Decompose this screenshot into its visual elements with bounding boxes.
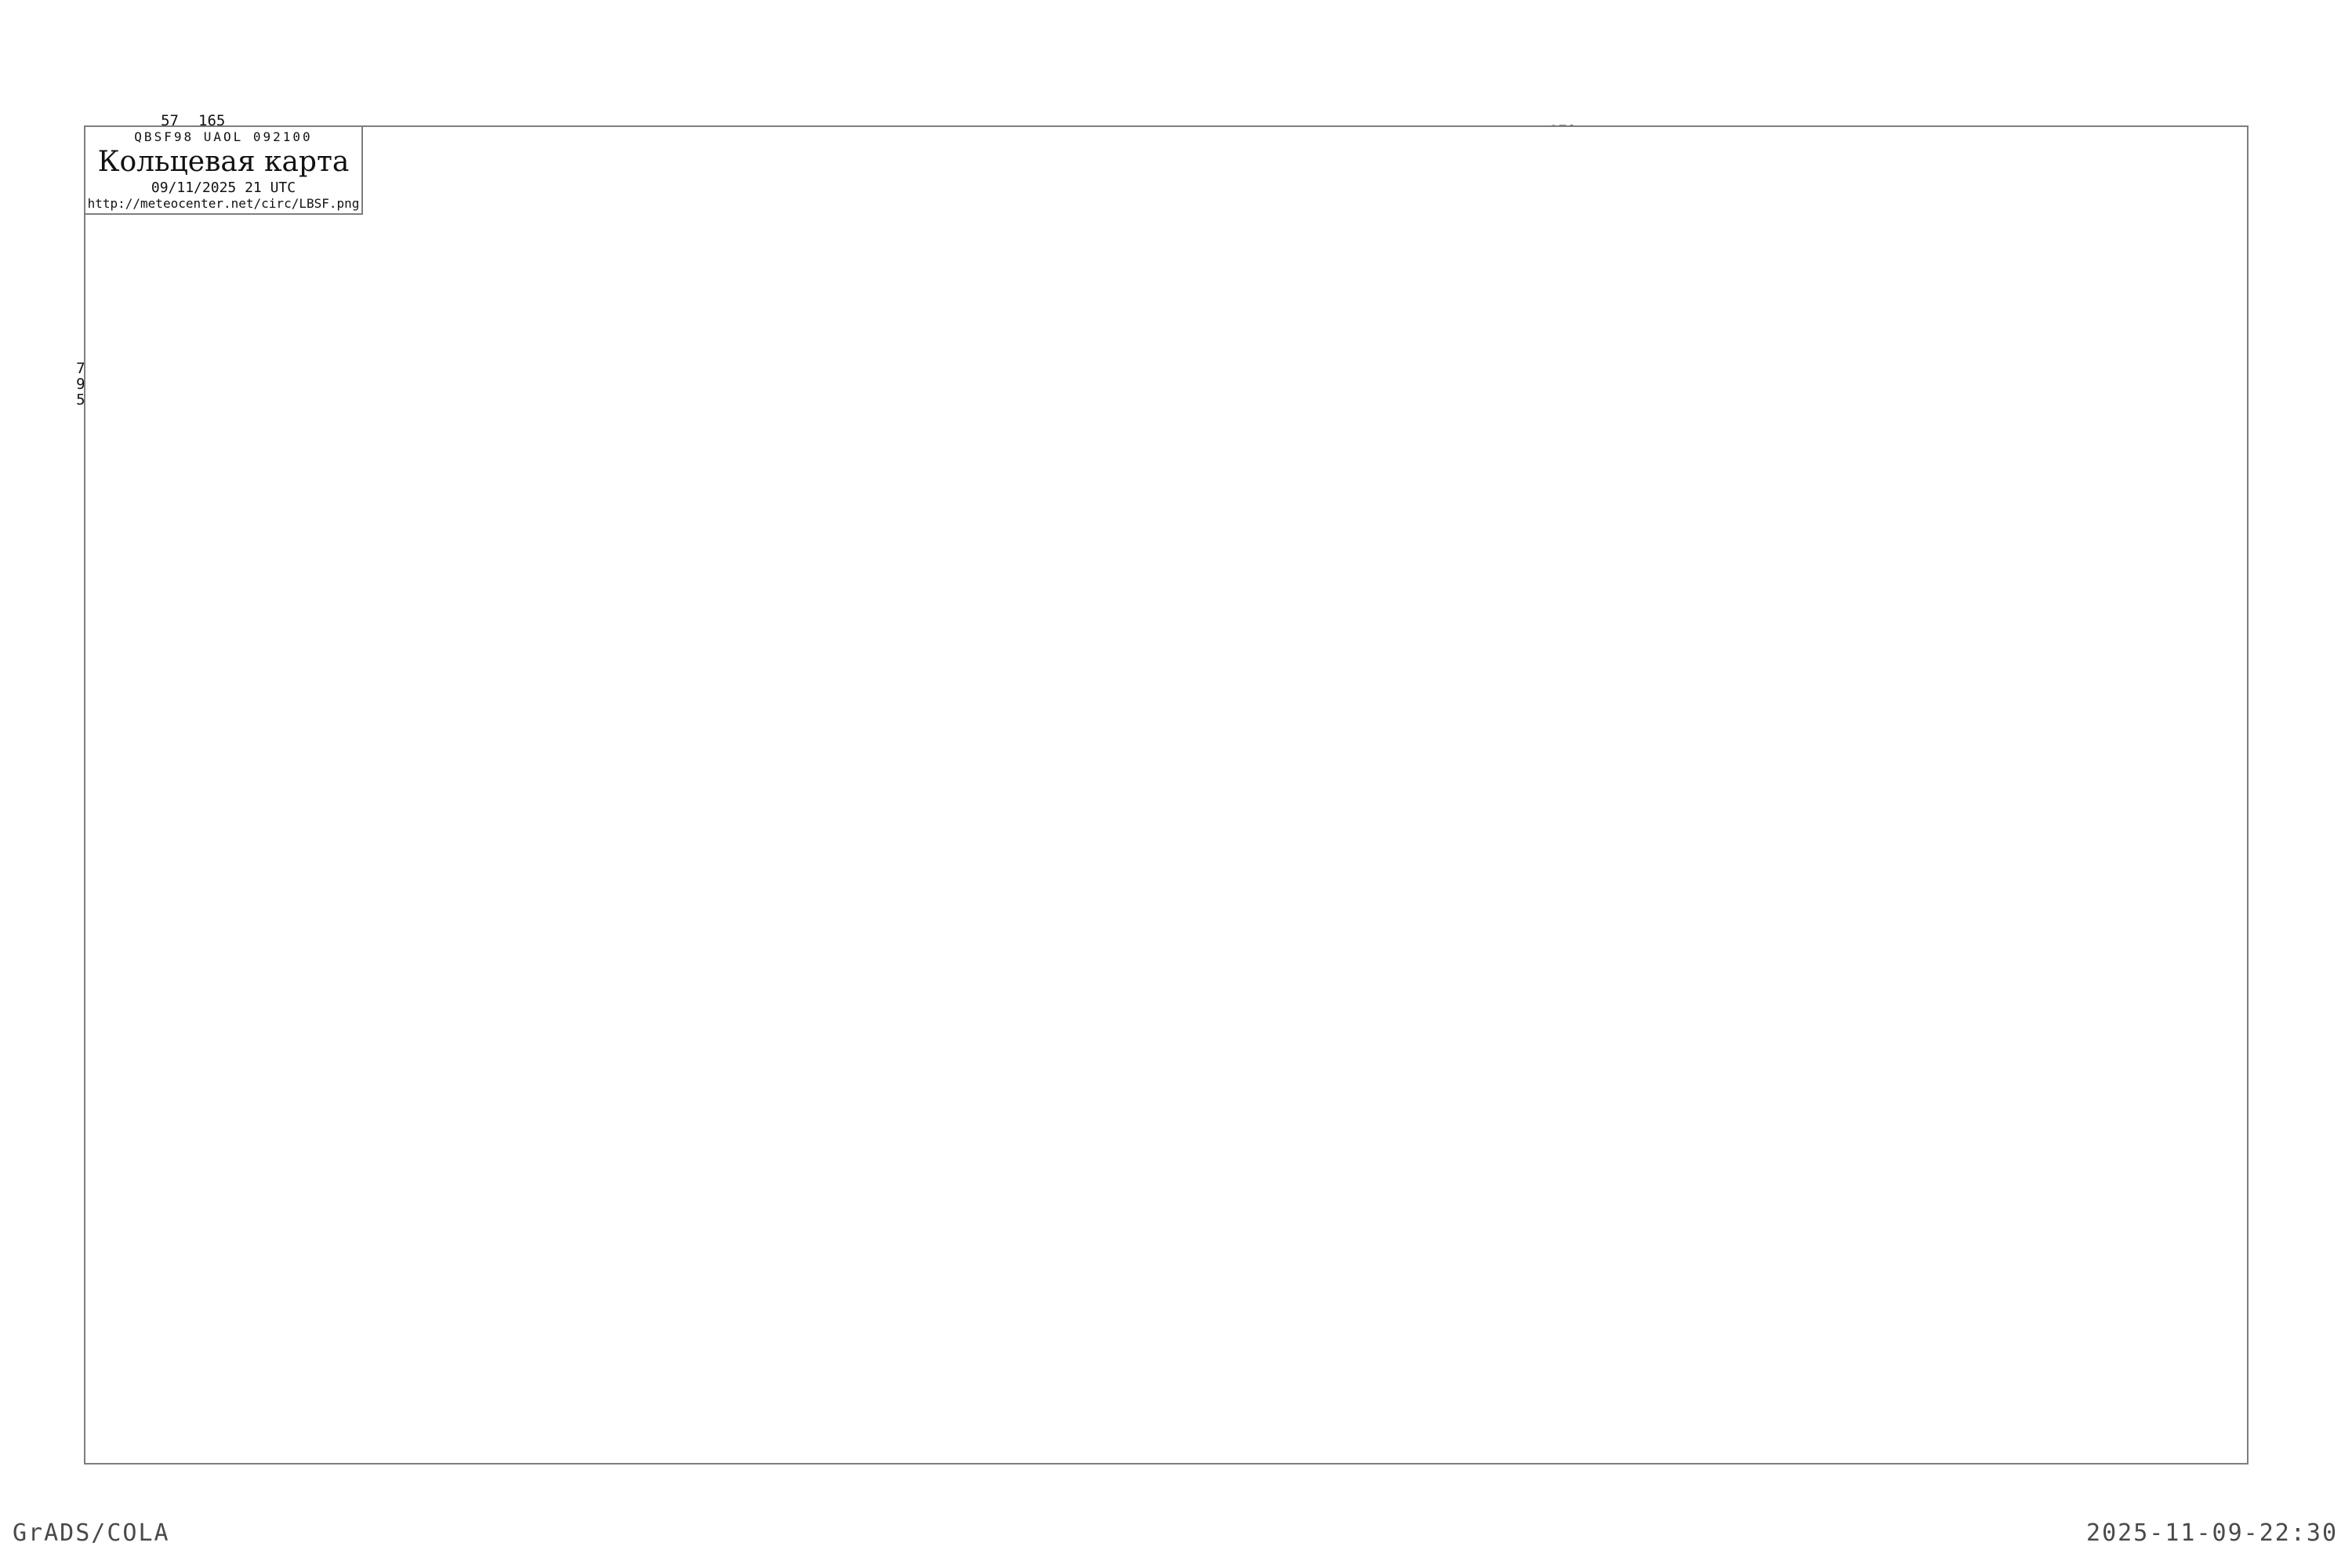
river xyxy=(2266,361,2281,400)
grads-credit: GrADS/COLA xyxy=(13,1519,170,1547)
map-frame xyxy=(84,125,2249,1465)
map-title: Кольцевая карта xyxy=(97,146,350,178)
map-source-url: http://meteocenter.net/circ/LBSF.png xyxy=(87,196,360,211)
bulletin-header: QBSF98 UAOL 092100 xyxy=(134,129,313,144)
render-timestamp: 2025-11-09-22:30 xyxy=(2086,1519,2338,1547)
station-value: 57 xyxy=(161,112,179,129)
river xyxy=(2297,235,2310,282)
station-value: 165 xyxy=(198,112,225,129)
map-title-box: QBSF98 UAOL 092100 Кольцевая карта 09/11… xyxy=(84,125,363,215)
map-datetime: 09/11/2025 21 UTC xyxy=(151,180,296,196)
